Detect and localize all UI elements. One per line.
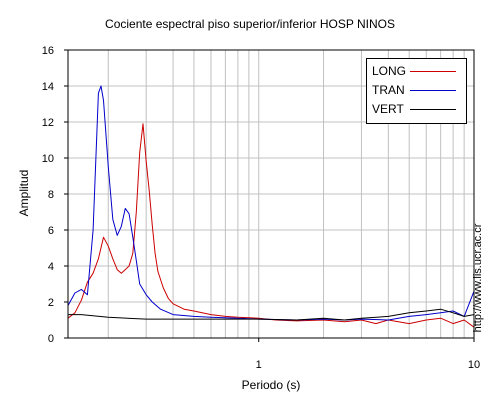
source-url-credit: http://www.lis.ucr.ac.cr [472, 223, 484, 333]
legend-label-tran: TRAN [372, 83, 405, 97]
legend-item-vert: VERT [372, 100, 461, 118]
legend-item-long: LONG [372, 62, 461, 80]
x-tick-label: 1 [256, 359, 262, 371]
y-tick-label: 0 [48, 333, 54, 345]
y-tick-label: 8 [48, 189, 54, 201]
y-tick-label: 2 [48, 297, 54, 309]
y-tick-label: 10 [42, 153, 54, 165]
y-tick-label: 12 [42, 117, 54, 129]
chart-title: Cociente espectral piso superior/inferio… [105, 17, 395, 31]
chart-legend: LONG TRAN VERT [366, 58, 467, 124]
y-tick-label: 14 [42, 81, 54, 93]
legend-swatch-vert [410, 109, 456, 110]
series-line-vert [68, 308, 475, 321]
x-tick-label: 10 [468, 359, 480, 371]
legend-item-tran: TRAN [372, 81, 461, 99]
legend-label-vert: VERT [372, 102, 404, 116]
y-axis-label: Amplitud [17, 169, 31, 217]
series-line-tran [67, 85, 475, 321]
legend-label-long: LONG [372, 64, 407, 78]
y-tick-label: 16 [42, 45, 54, 57]
y-tick-label: 4 [48, 261, 54, 273]
legend-swatch-long [410, 71, 456, 72]
legend-swatch-tran [410, 90, 456, 91]
y-tick-label: 6 [48, 225, 54, 237]
x-axis-label: Periodo (s) [241, 378, 301, 392]
series-line-long [67, 123, 475, 328]
